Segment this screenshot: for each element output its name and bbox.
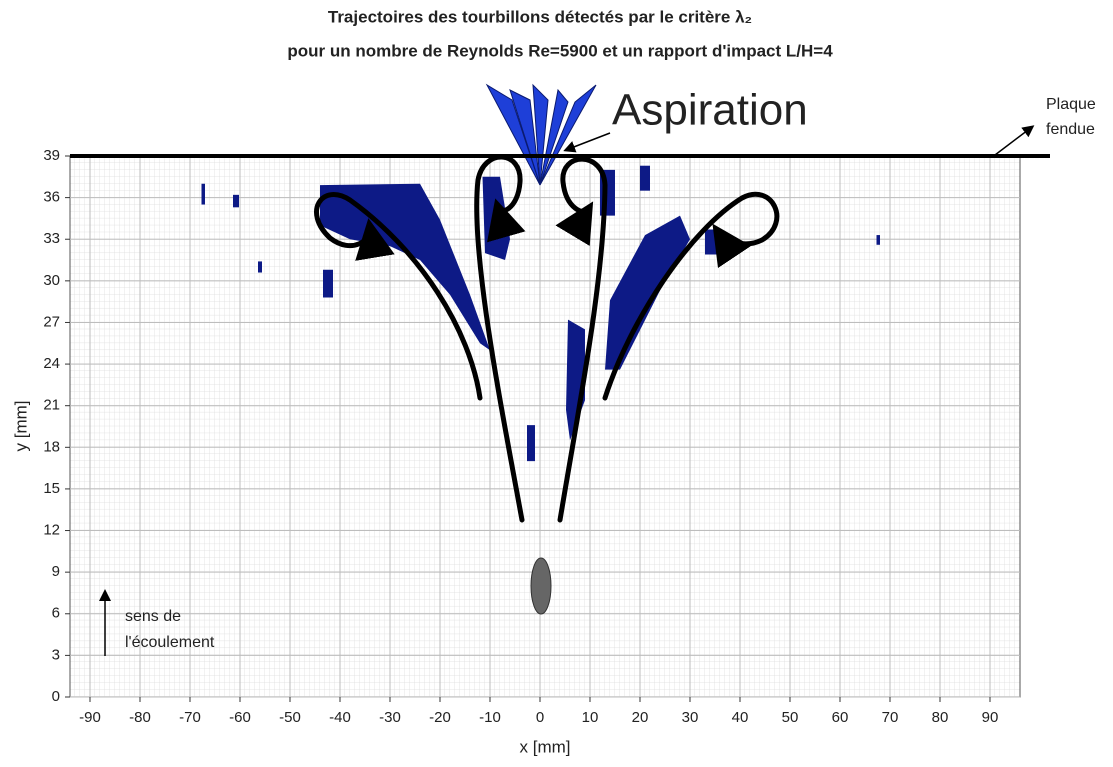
annotation: sens de [125,608,181,625]
x-tick-label: -30 [379,709,401,726]
vortex-region [201,183,205,205]
trajectories [314,154,780,523]
x-tick-label: 70 [882,709,899,726]
aspiration-jet [485,83,597,186]
y-tick-label: 33 [43,230,60,247]
x-tick-label: -60 [229,709,251,726]
x-tick-label: -20 [429,709,451,726]
vortex-region [876,235,880,245]
x-tick-label: 10 [582,709,599,726]
y-tick-label: 39 [43,147,60,164]
y-tick-label: 27 [43,313,60,330]
x-axis-label: x [mm] [520,737,571,756]
x-tick-label: 60 [832,709,849,726]
x-tick-label: -80 [129,709,151,726]
x-tick-label: 30 [682,709,699,726]
y-tick-label: 15 [43,480,60,497]
x-tick-label: -10 [479,709,501,726]
x-tick-label: 0 [536,709,544,726]
vortex-region [323,269,333,298]
vortex-region [605,215,690,370]
y-tick-label: 18 [43,438,60,455]
title-line: pour un nombre de Reynolds Re=5900 et un… [287,41,833,60]
y-tick-label: 3 [52,646,60,663]
x-tick-label: 40 [732,709,749,726]
y-axis-label: y [mm] [11,401,30,452]
vortex-region [233,194,239,208]
x-tick-label: -90 [79,709,101,726]
vortex-region [640,165,650,191]
x-tick-label: 80 [932,709,949,726]
title-line: Trajectoires des tourbillons détectés pa… [328,7,752,26]
vortex-region [527,425,535,462]
annotation-arrow [563,132,611,153]
x-tick-label: 20 [632,709,649,726]
y-tick-label: 21 [43,397,60,414]
x-tick-label: -40 [329,709,351,726]
obstacle [530,557,552,615]
y-tick-label: 9 [52,563,60,580]
y-tick-label: 12 [43,522,60,539]
vortex-region [258,261,262,273]
annotation: Plaque [1046,96,1096,113]
annotation: fendue [1046,121,1095,138]
annotation: l'écoulement [125,634,215,651]
x-tick-label: -70 [179,709,201,726]
y-tick-label: 0 [52,688,60,705]
annotation: Aspiration [612,86,808,135]
x-tick-label: 90 [982,709,999,726]
y-tick-label: 6 [52,605,60,622]
y-tick-label: 30 [43,272,60,289]
x-tick-label: -50 [279,709,301,726]
y-tick-label: 24 [43,355,60,372]
x-tick-label: 50 [782,709,799,726]
annotation-arrow [994,125,1035,156]
y-tick-label: 36 [43,189,60,206]
